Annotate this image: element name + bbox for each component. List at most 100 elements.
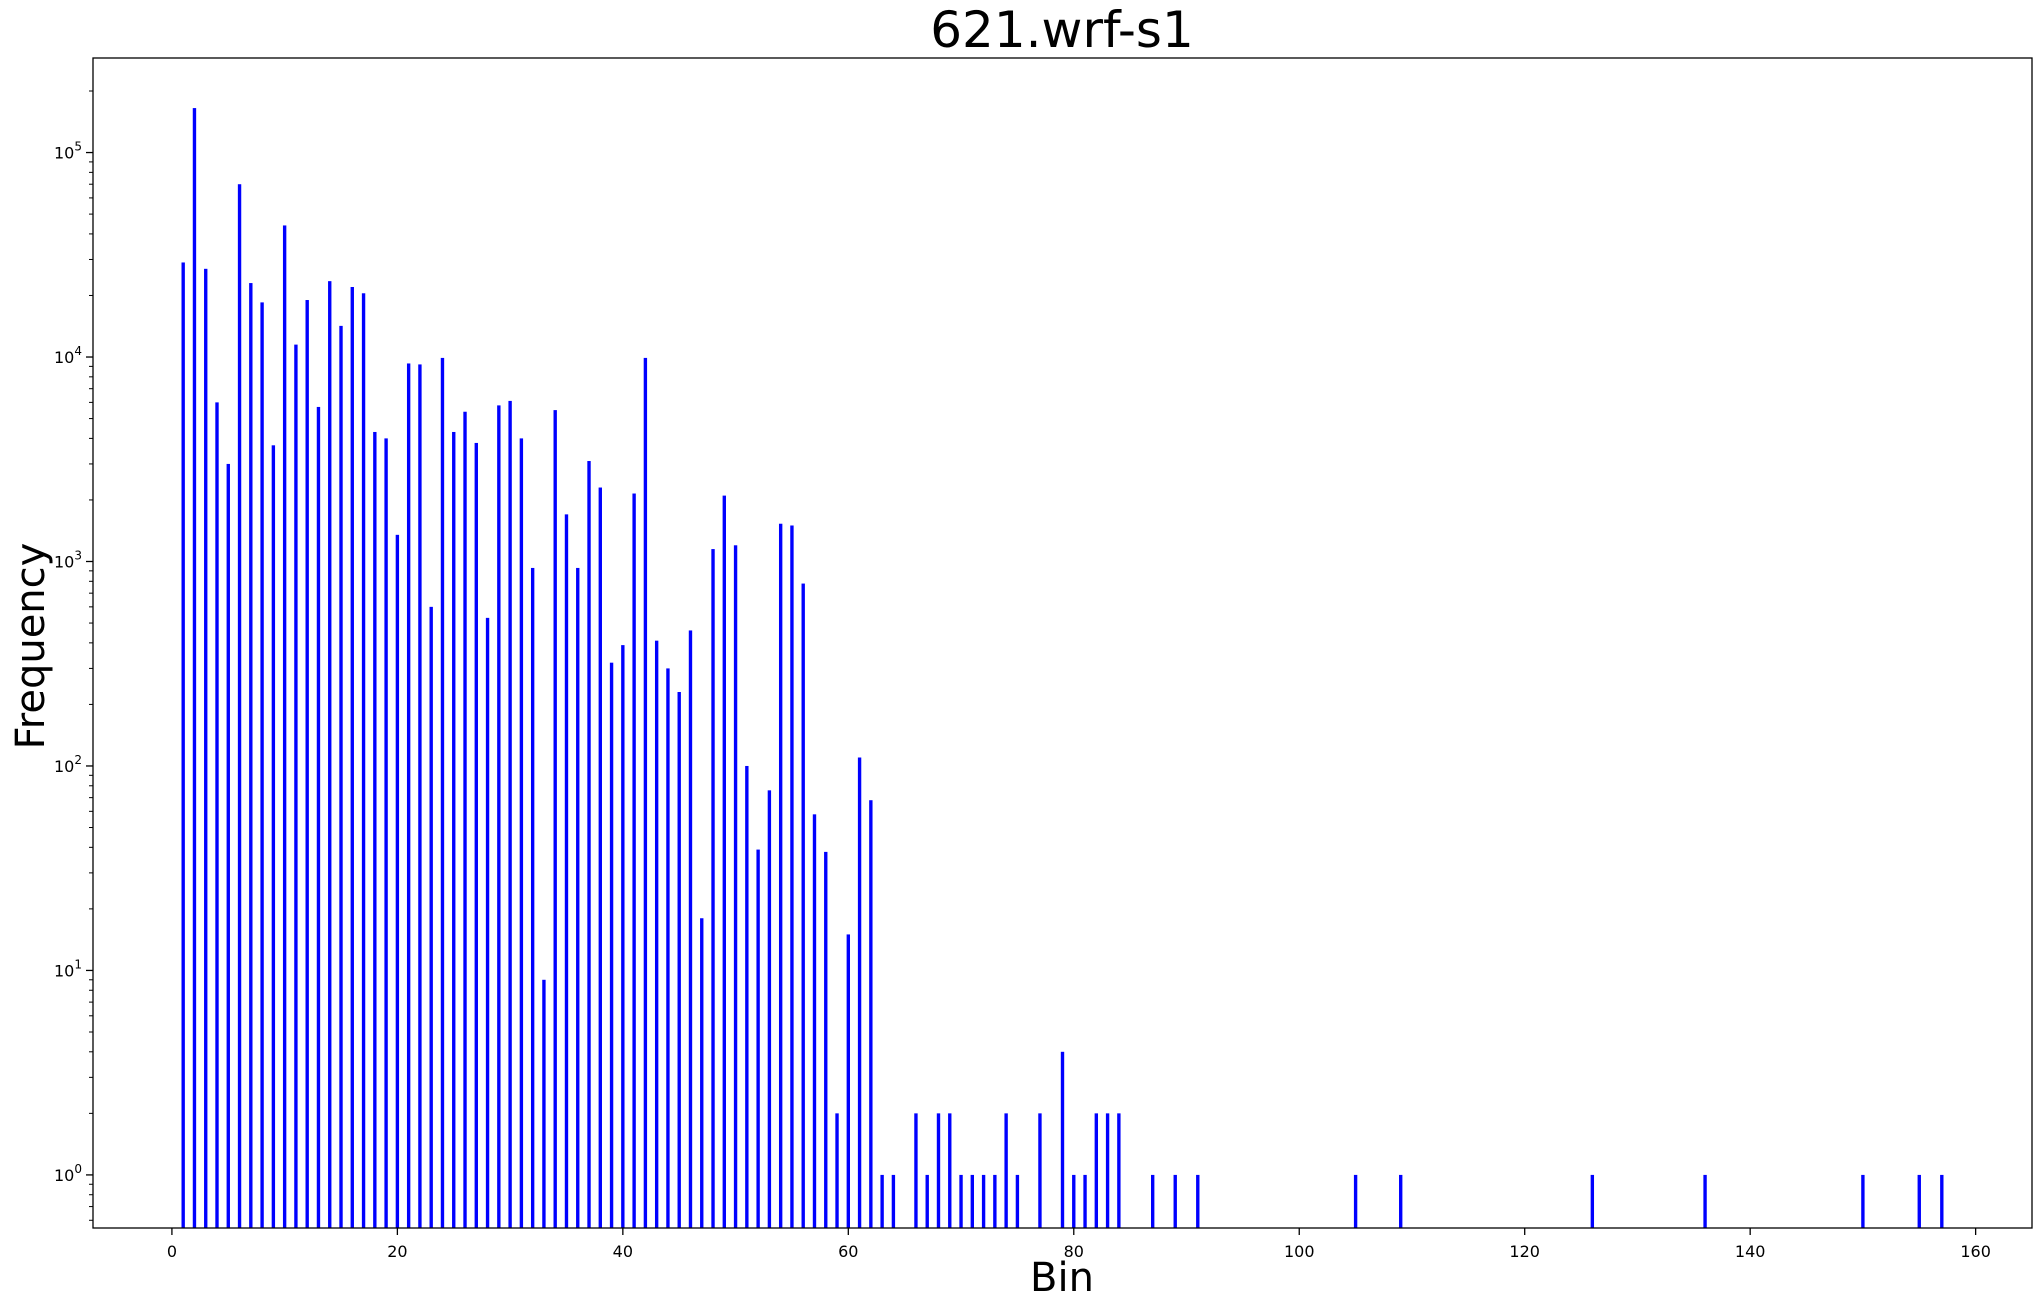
bar-150 [1861, 1174, 1865, 1228]
bar-3 [204, 268, 208, 1228]
bar-91 [1196, 1174, 1200, 1228]
y-tick-label: 100 [54, 1162, 82, 1185]
bar-11 [294, 344, 298, 1228]
bar-39 [609, 662, 614, 1228]
bar-64 [891, 1174, 896, 1228]
bar-22 [418, 364, 422, 1228]
bar-47 [700, 918, 704, 1228]
bar-18 [373, 431, 377, 1229]
bar-83 [1105, 1113, 1110, 1228]
bar-30 [508, 400, 512, 1228]
bar-48 [711, 549, 715, 1228]
x-tick-label: 80 [1064, 1242, 1084, 1261]
y-tick-label: 101 [54, 957, 82, 980]
y-tick-label: 104 [54, 344, 82, 367]
bar-9 [271, 445, 276, 1228]
bar-89 [1173, 1174, 1177, 1228]
x-ticks: 0 20 40 60 80 100 120 140 160 [167, 1228, 1991, 1261]
bar-12 [305, 300, 309, 1228]
x-tick-label: 40 [613, 1242, 633, 1261]
bar-28 [485, 617, 490, 1228]
bar-8 [260, 302, 264, 1228]
bar-71 [970, 1174, 974, 1228]
bar-67 [925, 1174, 929, 1228]
bar-70 [959, 1174, 963, 1228]
bar-60 [846, 934, 850, 1228]
bar-17 [361, 293, 366, 1228]
x-tick-label: 0 [167, 1242, 177, 1261]
bar-66 [914, 1113, 918, 1228]
bar-24 [440, 357, 445, 1228]
bar-26 [463, 411, 467, 1228]
x-tick-label: 120 [1509, 1242, 1540, 1261]
x-tick-label: 20 [387, 1242, 407, 1261]
x-tick-label: 60 [838, 1242, 858, 1261]
y-ticks: 100 101 102 103 104 105 [54, 90, 93, 1221]
bar-44 [666, 668, 670, 1228]
bar-42 [643, 357, 648, 1228]
bar-21 [406, 363, 411, 1229]
plot-frame [92, 57, 2033, 1229]
bar-79 [1060, 1051, 1065, 1228]
bar-40 [621, 645, 625, 1228]
bar-72 [981, 1174, 986, 1228]
bar-15 [339, 325, 343, 1228]
bar-77 [1038, 1113, 1042, 1228]
bar-2 [192, 108, 197, 1229]
bar-136 [1703, 1174, 1707, 1228]
bar-73 [993, 1174, 997, 1228]
x-tick-label: 140 [1735, 1242, 1766, 1261]
bar-126 [1590, 1174, 1595, 1228]
y-axis-label: Frequency [8, 543, 54, 750]
bar-53 [767, 790, 772, 1228]
bar-81 [1083, 1174, 1087, 1228]
x-tick-label: 160 [1960, 1242, 1991, 1261]
bar-1 [181, 262, 185, 1229]
bar-105 [1353, 1174, 1358, 1228]
bar-51 [745, 765, 749, 1228]
bar-155 [1917, 1174, 1921, 1228]
bar-74 [1004, 1113, 1008, 1228]
bar-61 [857, 757, 862, 1228]
bar-37 [587, 461, 591, 1228]
bar-157 [1940, 1174, 1944, 1228]
bar-25 [452, 431, 456, 1229]
y-tick-label: 103 [54, 548, 82, 571]
bar-50 [733, 545, 738, 1228]
bar-14 [328, 281, 332, 1228]
bar-19 [384, 438, 388, 1228]
bar-109 [1399, 1174, 1403, 1228]
bar-57 [812, 814, 817, 1228]
bar-33 [542, 979, 546, 1228]
bar-59 [835, 1113, 839, 1228]
bar-35 [564, 514, 569, 1228]
bar-49 [722, 495, 726, 1228]
bar-20 [395, 534, 400, 1228]
bar-7 [249, 283, 253, 1228]
chart-title: 621.wrf-s1 [930, 1, 1194, 59]
bar-27 [474, 442, 478, 1228]
bar-29 [497, 405, 501, 1228]
bar-34 [553, 410, 557, 1228]
bar-80 [1072, 1174, 1076, 1228]
bars-layer [181, 108, 1944, 1229]
x-tick-label: 100 [1284, 1242, 1315, 1261]
bar-32 [530, 567, 535, 1228]
bar-4 [215, 402, 219, 1228]
bar-43 [654, 640, 659, 1228]
bar-36 [576, 567, 580, 1228]
bar-6 [237, 184, 242, 1229]
bar-69 [948, 1113, 952, 1228]
bar-87 [1151, 1174, 1155, 1228]
bar-75 [1015, 1174, 1020, 1228]
bar-23 [429, 606, 433, 1228]
bar-38 [598, 487, 602, 1228]
bar-45 [677, 692, 681, 1228]
bar-54 [778, 523, 783, 1228]
y-tick-label: 105 [54, 140, 82, 163]
bar-31 [519, 438, 524, 1228]
bar-46 [688, 630, 693, 1228]
bar-56 [801, 583, 805, 1228]
